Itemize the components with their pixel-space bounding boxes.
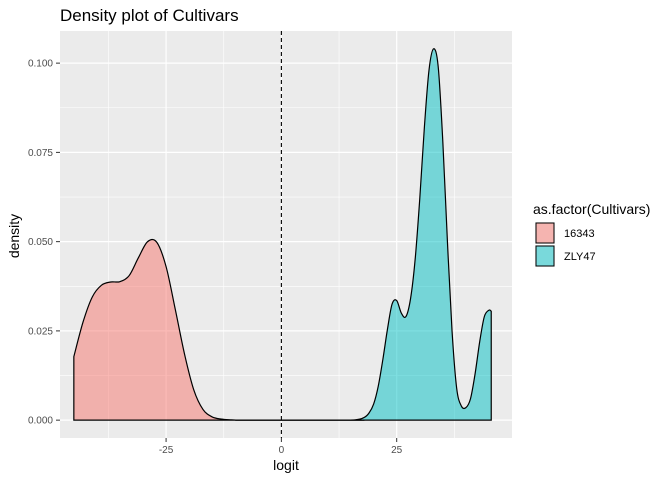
x-tick-label: 0 [279, 445, 285, 456]
y-tick-label: 0.075 [28, 148, 53, 159]
x-tick-label: 25 [391, 445, 403, 456]
y-tick-label: 0.000 [28, 416, 53, 427]
y-tick-label: 0.050 [28, 237, 53, 248]
legend: as.factor(Cultivars) 16343 ZLY47 [533, 201, 650, 267]
chart-title: Density plot of Cultivars [60, 6, 239, 25]
x-tick-label: -25 [159, 445, 174, 456]
legend-label-zly47: ZLY47 [564, 251, 596, 263]
density-area-16343 [73, 239, 365, 421]
y-axis-title: density [6, 214, 22, 258]
axes: -25 0 25 0.000 0.025 0.050 0.075 0.100 [28, 59, 403, 456]
density-outline-zly47 [235, 48, 492, 421]
density-areas [73, 48, 492, 421]
y-tick-label: 0.025 [28, 326, 53, 337]
y-tick-label: 0.100 [28, 59, 53, 70]
x-axis-title: logit [273, 457, 299, 473]
legend-title: as.factor(Cultivars) [533, 201, 650, 217]
legend-key-zly47 [535, 245, 555, 267]
legend-label-16343: 16343 [564, 228, 595, 240]
legend-key-16343 [535, 222, 555, 244]
density-area-zly47 [235, 48, 492, 421]
